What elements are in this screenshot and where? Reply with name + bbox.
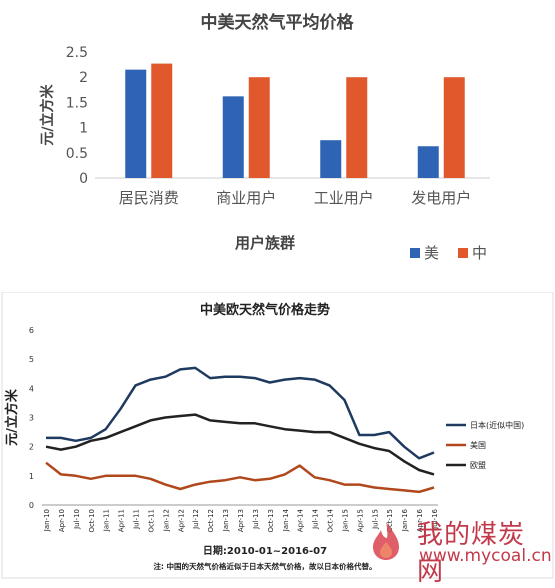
top-bar-cn xyxy=(346,77,368,178)
bottom-x-tick-label: Apr-13 xyxy=(237,509,245,532)
top-bar-us xyxy=(320,140,342,178)
bottom-x-tick-label: Oct-14 xyxy=(327,508,335,532)
bottom-y-axis-label: 元/立方米 xyxy=(4,388,20,446)
bottom-y-tick-label: 5 xyxy=(29,355,34,364)
bottom-x-tick-label: Apr-11 xyxy=(118,509,126,532)
bottom-x-tick-label: Jul-14 xyxy=(312,508,320,529)
bottom-x-tick-label: Jul-10 xyxy=(73,509,81,530)
top-bar-cn xyxy=(151,63,173,179)
bottom-x-tick-label: Jul-16 xyxy=(431,508,439,529)
watermark-text: 我的煤炭网 xyxy=(417,520,526,587)
watermark: 我的煤炭网 www.mycoal.cn xyxy=(357,512,552,587)
bottom-x-tick-label: Oct-10 xyxy=(88,509,96,533)
bottom-y-tick-label: 3 xyxy=(29,414,34,423)
top-y-tick-label: 0.5 xyxy=(66,146,88,162)
bottom-footnote: 注: 中国的天然气价格近似于日本天然气价格，故以日本价格代替。 xyxy=(153,561,376,571)
top-chart-title: 中美天然气平均价格 xyxy=(201,12,355,33)
bottom-x-tick-label: Jul-13 xyxy=(252,509,260,530)
bottom-legend-label: 欧盟 xyxy=(470,460,486,470)
bottom-x-tick-label: Oct-15 xyxy=(386,509,394,533)
bottom-line-chart: 中美欧天然气价格走势 0 1 2 3 4 5 6 元/立方米 Jan-10 Apr-10 Jul-10… xyxy=(0,292,555,580)
bottom-x-tick-label: Apr-15 xyxy=(356,509,364,532)
bottom-y-tick-label: 2 xyxy=(29,443,34,452)
bottom-x-tick-label: Jan-14 xyxy=(282,508,290,532)
bottom-x-tick-label: Apr-16 xyxy=(416,508,424,532)
bottom-x-tick-label: Jul-15 xyxy=(371,509,379,530)
bottom-y-tick-label: 6 xyxy=(29,326,34,335)
top-y-tick-label: 2.5 xyxy=(66,45,88,61)
top-bar-cn xyxy=(443,77,465,178)
top-y-axis-label: 元/立方米 xyxy=(39,83,56,145)
bottom-x-tick-label: Jan-11 xyxy=(103,509,111,532)
top-legend-swatch xyxy=(410,248,420,258)
top-bar-cn xyxy=(248,77,270,178)
bottom-x-tick-label: Jan-10 xyxy=(43,509,51,532)
bottom-x-tick-label: Jan-16 xyxy=(401,508,409,532)
bottom-x-tick-label: Oct-13 xyxy=(267,509,275,533)
top-bar-us xyxy=(417,146,439,178)
top-bar-us xyxy=(222,96,244,178)
bottom-chart-title: 中美欧天然气价格走势 xyxy=(200,302,330,318)
top-legend-swatch xyxy=(458,248,468,258)
bottom-legend-label: 美国 xyxy=(470,440,486,450)
top-x-tick-label: 商业用户 xyxy=(216,189,276,207)
bottom-y-tick-label: 1 xyxy=(29,472,34,481)
bottom-y-tick-label: 4 xyxy=(29,384,34,393)
top-y-tick-label: 1.5 xyxy=(66,95,88,111)
top-x-tick-label: 居民消费 xyxy=(119,189,179,207)
bottom-x-tick-label: Apr-10 xyxy=(58,509,66,532)
flame-logo-icon xyxy=(373,522,399,560)
bottom-series-line-0 xyxy=(46,366,435,460)
bottom-x-tick-label: Oct-12 xyxy=(207,509,215,533)
top-x-axis-label: 用户族群 xyxy=(235,234,295,252)
top-x-tick-label: 发电用户 xyxy=(411,189,471,207)
bottom-x-tick-label: Jan-13 xyxy=(222,509,230,532)
top-legend-label: 美 xyxy=(424,244,439,262)
bottom-x-tick-label: Jan-12 xyxy=(162,509,170,532)
top-y-tick-label: 0 xyxy=(79,171,88,187)
bottom-series-line-1 xyxy=(45,461,435,494)
bottom-series-line-2 xyxy=(45,413,435,476)
bottom-legend-label: 日本(近似中国) xyxy=(470,420,524,430)
top-x-tick-label: 工业用户 xyxy=(314,189,374,207)
bottom-x-tick-label: Apr-14 xyxy=(297,508,305,532)
bottom-x-tick-label: Jan-15 xyxy=(341,509,349,532)
top-bar-us xyxy=(125,69,147,178)
bottom-x-axis-label: 日期:2010-01~2016-07 xyxy=(203,544,327,557)
top-legend-label: 中 xyxy=(472,244,487,262)
top-y-tick-label: 2 xyxy=(79,70,88,86)
watermark-url: www.mycoal.cn xyxy=(419,546,552,566)
bottom-x-tick-label: Apr-12 xyxy=(177,509,185,532)
top-y-tick-label: 1 xyxy=(79,121,88,137)
bottom-x-tick-label: Oct-11 xyxy=(147,509,155,533)
bottom-x-tick-label: Jul-12 xyxy=(192,509,200,530)
bottom-line-chart-svg: 中美欧天然气价格走势 0 1 2 3 4 5 6 元/立方米 Jan-10 Apr-10 Jul-10… xyxy=(1,292,554,579)
top-bar-chart: 中美天然气平均价格 0 0.5 1 1.5 2 2.5 元/立方米居民消费 商业用户 工业用户 发电… xyxy=(0,0,555,285)
bottom-y-tick-label: 0 xyxy=(29,501,34,510)
bottom-x-tick-label: Jul-11 xyxy=(133,509,141,530)
